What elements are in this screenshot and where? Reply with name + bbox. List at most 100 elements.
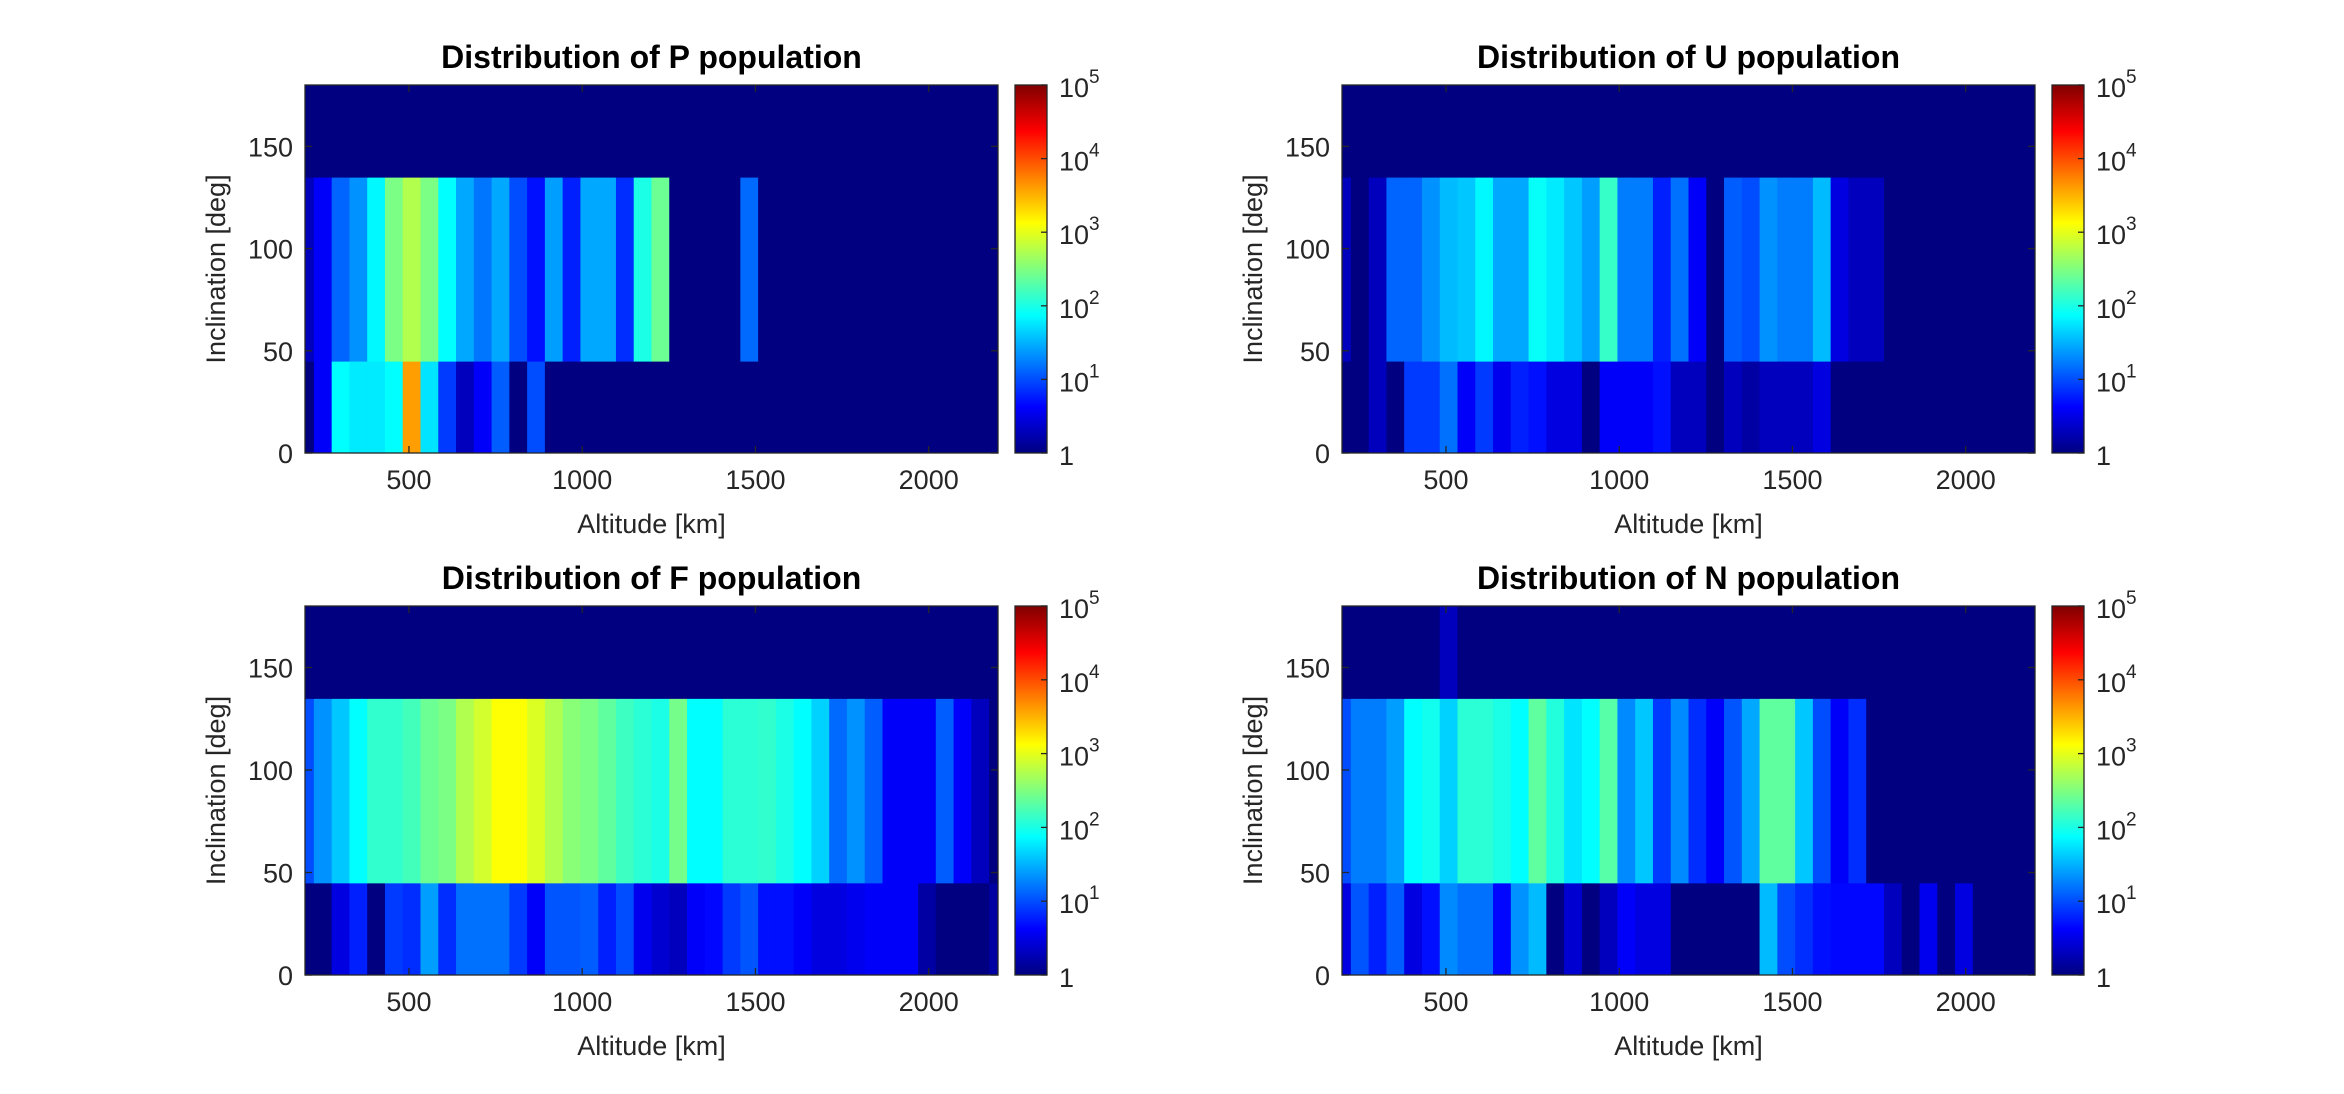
heatmap-cell	[1795, 177, 1814, 362]
heatmap-cell	[384, 177, 404, 362]
heatmap-cell	[1795, 606, 1814, 699]
heatmap-cell	[367, 85, 386, 178]
heatmap-cell	[313, 882, 333, 975]
heatmap-cell	[1990, 606, 2009, 699]
heatmap-cell	[811, 698, 830, 884]
colorbar-tick-exponent: 2	[1089, 809, 1100, 830]
heatmap-cell	[775, 606, 795, 699]
colorbar-tick-label: 104	[1059, 662, 1100, 698]
colorbar-tick-label: 1	[2096, 441, 2111, 471]
heatmap-cell	[1990, 361, 2009, 453]
colorbar-tick-label: 105	[2096, 588, 2137, 624]
heatmap-cell	[1342, 85, 1352, 178]
heatmap-cell	[1493, 606, 1512, 699]
heatmap-cell	[305, 85, 315, 178]
heatmap-cell	[829, 361, 848, 453]
heatmap-cell	[420, 361, 439, 453]
y-tick-label: 150	[1285, 132, 1330, 162]
heatmap-cell	[1581, 698, 1601, 884]
heatmap-cell	[1421, 606, 1441, 699]
heatmap-cell	[420, 882, 439, 975]
heatmap-cell	[527, 698, 546, 884]
heatmap-cell	[1812, 85, 1832, 178]
heatmap-cell	[1759, 361, 1778, 453]
colorbar-tick-exponent: 3	[2126, 214, 2137, 235]
heatmap-cell	[509, 606, 528, 699]
colorbar-tick-base: 1	[1059, 441, 1074, 471]
x-tick-label: 2000	[899, 465, 959, 495]
heatmap-cell	[953, 85, 972, 178]
heatmap-cell	[305, 361, 315, 453]
heatmap-cell	[1830, 85, 1850, 178]
heatmap-cell	[615, 361, 635, 453]
heatmap-cell	[864, 85, 884, 178]
heatmap-cell	[1724, 85, 1743, 178]
colorbar-tick-base: 10	[1059, 294, 1089, 324]
x-tick-label: 2000	[1936, 987, 1996, 1017]
colorbar-tick-base: 10	[2096, 73, 2126, 103]
heatmap-cell	[1812, 361, 1832, 453]
heatmap-cell	[1652, 882, 1672, 975]
heatmap-cell	[1919, 85, 1938, 178]
heatmap-cell	[491, 85, 510, 178]
y-axis-label: Inclination [deg]	[1238, 696, 1268, 885]
heatmap-cells	[1342, 606, 2035, 975]
heatmap-cell	[882, 606, 901, 699]
heatmap-cell	[1741, 85, 1761, 178]
heatmap-cell	[509, 85, 528, 178]
colorbar-tick-label: 101	[1059, 361, 1100, 397]
heatmap-cell	[1475, 177, 1494, 362]
heatmap-cell	[544, 85, 564, 178]
heatmap-cell	[456, 698, 475, 884]
y-tick-label: 0	[278, 961, 293, 991]
heatmap-cell	[1670, 882, 1690, 975]
heatmap-cell	[331, 606, 351, 699]
heatmap-cell	[1830, 606, 1850, 699]
heatmap-cell	[971, 698, 990, 884]
heatmap-cell	[811, 361, 830, 453]
colorbar-tick-label: 104	[2096, 662, 2137, 698]
heatmap-cell	[1866, 177, 1885, 362]
heatmap-cell	[989, 698, 998, 884]
heatmap-cell	[1901, 361, 1921, 453]
heatmap-cell	[1795, 85, 1814, 178]
heatmap-cell	[1990, 882, 2009, 975]
colorbar-tick-label: 103	[2096, 214, 2137, 250]
heatmap-cell	[1724, 698, 1743, 884]
heatmap-cell	[1724, 882, 1743, 975]
heatmap-cell	[1866, 606, 1885, 699]
heatmap-cell	[953, 698, 972, 884]
heatmap-cell	[367, 882, 386, 975]
heatmap-cell	[1724, 177, 1743, 362]
heatmap-cell	[811, 177, 830, 362]
x-tick-label: 1000	[552, 987, 612, 1017]
heatmap-cell	[935, 177, 955, 362]
heatmap-cell	[420, 177, 439, 362]
heatmap-cell	[953, 606, 972, 699]
heatmap-cell	[846, 606, 866, 699]
heatmap-cell	[527, 361, 546, 453]
heatmap-panel-0: 500 1000 1500 2000 0 50 100 150 Distribution of …	[201, 39, 1100, 539]
heatmap-cell	[1475, 606, 1494, 699]
axes-box	[1341, 84, 2036, 454]
heatmap-cell	[1439, 698, 1459, 884]
colorbar-tick-exponent: 1	[1089, 883, 1100, 904]
y-axis-label: Inclination [deg]	[1238, 174, 1268, 363]
heatmap-cell	[1848, 882, 1867, 975]
heatmap-cell	[1848, 85, 1867, 178]
heatmap-cell	[971, 606, 990, 699]
colorbar-tick-base: 10	[1059, 147, 1089, 177]
heatmap-cell	[1368, 361, 1388, 453]
heatmap-cell	[491, 606, 510, 699]
heatmap-cell	[1457, 882, 1476, 975]
heatmap-cell	[580, 882, 599, 975]
heatmap-cell	[562, 882, 582, 975]
heatmap-cell	[846, 85, 866, 178]
heatmap-cell	[456, 177, 475, 362]
heatmap-cell	[1830, 361, 1850, 453]
heatmap-cell	[331, 177, 351, 362]
y-tick-label: 100	[248, 235, 293, 265]
heatmap-cell	[2026, 85, 2035, 178]
heatmap-cell	[438, 85, 457, 178]
